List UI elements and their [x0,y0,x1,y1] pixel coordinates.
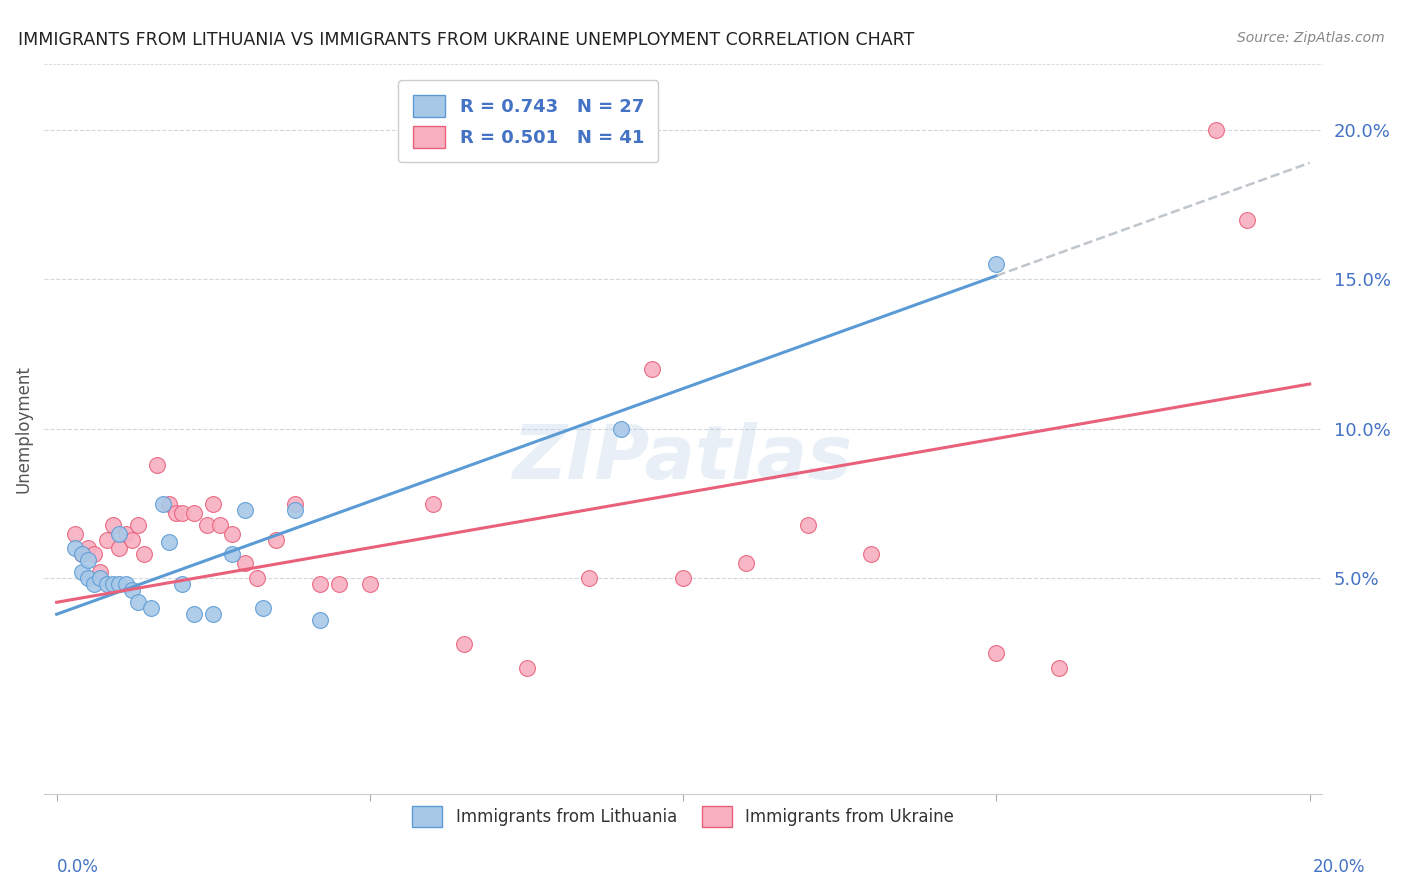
Point [157,497,180,511]
Point [422,497,444,511]
Point [1047,661,1070,675]
Point [183,506,205,520]
Point [96,577,118,591]
Point [195,517,218,532]
Point [672,571,695,585]
Point [264,533,287,547]
Point [208,517,231,532]
Point [284,497,307,511]
Point [157,535,180,549]
Point [797,517,820,532]
Point [146,458,169,472]
Point [127,517,149,532]
Point [152,497,174,511]
Text: IMMIGRANTS FROM LITHUANIA VS IMMIGRANTS FROM UKRAINE UNEMPLOYMENT CORRELATION CH: IMMIGRANTS FROM LITHUANIA VS IMMIGRANTS … [18,31,914,49]
Point [83,577,105,591]
Point [65,541,87,556]
Point [734,557,756,571]
Point [246,571,269,585]
Point [108,577,131,591]
Point [165,506,187,520]
Point [284,502,307,516]
Point [1236,212,1258,227]
Point [233,502,256,516]
Point [308,577,330,591]
Point [134,548,156,562]
Point [328,577,350,591]
Text: 0.0%: 0.0% [56,858,98,876]
Point [70,566,93,580]
Point [308,613,330,627]
Point [1205,123,1227,137]
Point [83,548,105,562]
Point [108,526,131,541]
Point [101,577,124,591]
Point [183,607,205,622]
Y-axis label: Unemployment: Unemployment [15,365,32,492]
Point [89,566,111,580]
Legend: Immigrants from Lithuania, Immigrants from Ukraine: Immigrants from Lithuania, Immigrants fr… [399,793,967,840]
Point [65,526,87,541]
Point [114,526,136,541]
Point [252,601,274,615]
Point [101,517,124,532]
Text: Source: ZipAtlas.com: Source: ZipAtlas.com [1237,31,1385,45]
Point [860,548,883,562]
Point [221,548,243,562]
Point [70,548,93,562]
Point [359,577,381,591]
Point [641,362,664,376]
Point [114,577,136,591]
Point [233,557,256,571]
Text: 20.0%: 20.0% [1312,858,1365,876]
Point [77,553,100,567]
Point [221,526,243,541]
Point [986,646,1008,660]
Point [609,422,631,436]
Point [170,506,193,520]
Point [515,661,537,675]
Point [77,541,100,556]
Point [96,533,118,547]
Point [453,637,475,651]
Point [127,595,149,609]
Point [77,571,100,585]
Point [578,571,600,585]
Point [121,533,143,547]
Point [139,601,162,615]
Point [121,583,143,598]
Point [986,257,1008,271]
Point [202,607,225,622]
Point [70,548,93,562]
Text: ZIPatlas: ZIPatlas [513,422,853,494]
Point [108,541,131,556]
Point [89,571,111,585]
Point [202,497,225,511]
Point [170,577,193,591]
